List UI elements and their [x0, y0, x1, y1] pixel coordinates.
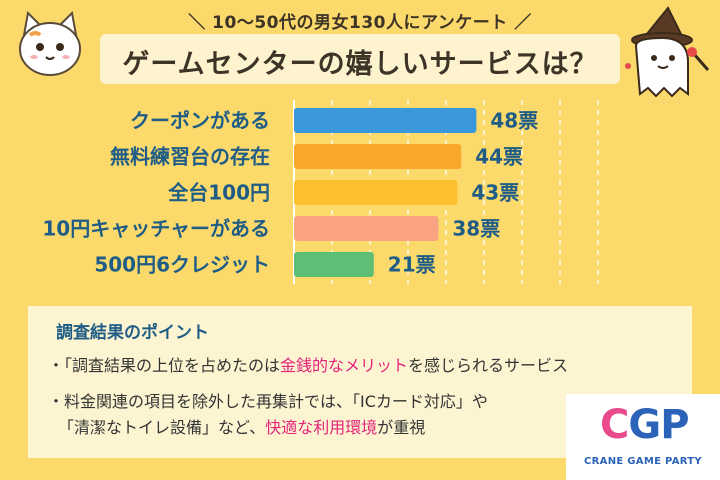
category-label: 500円6クレジット	[94, 253, 270, 277]
bullet-1-text-post: を感じられるサービス	[408, 356, 569, 375]
cgp-logo: CGP CRANE GAME PARTY	[566, 394, 720, 480]
chart-subtitle: ＼ 10〜50代の男女130人にアンケート ／	[188, 13, 532, 33]
ghost-witch-icon	[625, 6, 710, 98]
category-label: 全台100円	[167, 181, 270, 205]
bullet-2-highlight: 快適な利用環境	[265, 418, 378, 437]
header-band	[100, 34, 620, 84]
survey-points-box: 調査結果のポイント ・「調査結果の上位を占めたのは金銭的なメリットを感じられるサ…	[28, 306, 692, 458]
value-label: 43票	[471, 181, 519, 205]
bullet-1-text-pre: ・「調査結果の上位を占めたのは	[48, 356, 281, 375]
bar	[294, 252, 374, 277]
logo-letter-c: C	[600, 402, 629, 448]
value-label: 48票	[490, 109, 538, 133]
bar	[294, 144, 462, 169]
logo-letter-g: G	[628, 402, 661, 448]
bar	[294, 108, 477, 133]
category-label: 10円キャッチャーがある	[42, 217, 270, 241]
value-label: 21票	[388, 253, 436, 277]
bullet-point-1: ・「調査結果の上位を占めたのは金銭的なメリットを感じられるサービス	[48, 352, 568, 376]
chart-title: ゲームセンターの嬉しいサービスは？	[122, 49, 598, 80]
points-title: 調査結果のポイント	[56, 323, 209, 343]
bullet-2-text-pre: 「清潔なトイレ設備」など、	[58, 418, 266, 437]
value-label: 38票	[452, 217, 500, 241]
bar	[294, 180, 458, 205]
logo-letter-p: P	[660, 402, 689, 448]
category-label: クーポンがある	[130, 109, 270, 133]
bullet-2-text-post: が重視	[377, 418, 426, 437]
bullet-point-2-line-2: 「清潔なトイレ設備」など、快適な利用環境が重視	[58, 414, 425, 438]
cat-icon	[19, 10, 81, 76]
bullet-1-highlight: 金銭的なメリット	[280, 356, 409, 375]
value-label: 44票	[475, 145, 523, 169]
bullet-point-2-line-1: ・料金関連の項目を除外した再集計では、「ICカード対応」や	[48, 392, 488, 411]
category-label: 無料練習台の存在	[110, 145, 270, 169]
bar	[294, 216, 439, 241]
logo-letters: CGP	[600, 402, 690, 448]
logo-subtitle: CRANE GAME PARTY	[584, 456, 702, 467]
